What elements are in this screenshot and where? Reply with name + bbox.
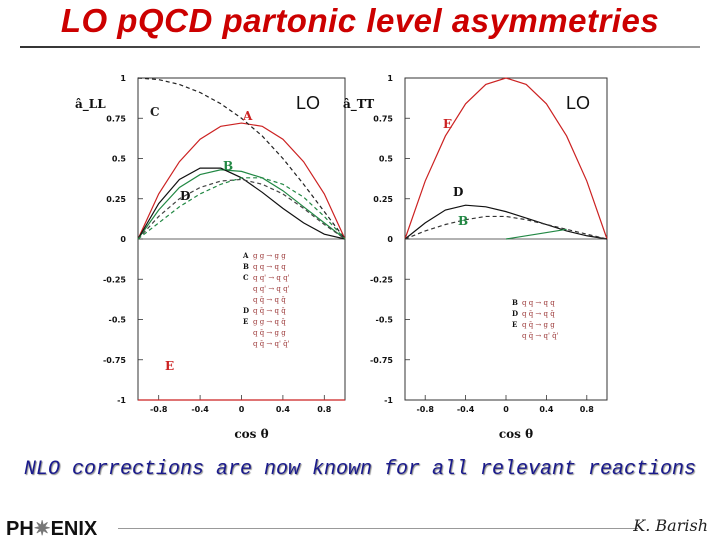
right-series-e — [404, 77, 608, 240]
right-curve-label-e: E — [443, 117, 452, 131]
left-series-b2 — [137, 177, 346, 240]
left-ytick-label: 0 — [120, 235, 126, 244]
left-series-b — [137, 169, 346, 240]
left-legend-entry: q q̄ → q q̄ — [253, 296, 286, 304]
left-xtick-label: -0.8 — [150, 405, 168, 414]
left-ytick-label: -0.75 — [103, 356, 126, 365]
right-curve-label-b: B — [458, 214, 468, 228]
left-legend-entry: q q' → q q' — [253, 274, 290, 282]
left-legend-key: E — [243, 317, 248, 326]
left-legend-entry: q q' → q q' — [253, 285, 290, 293]
left-x-axis-label: cos θ — [234, 427, 268, 441]
left-xtick-label: 0.8 — [317, 405, 332, 414]
left-legend-key: A — [242, 251, 249, 260]
right-legend-key: E — [512, 320, 517, 329]
left-curve-label-e: E — [165, 359, 174, 373]
right-xtick-label: -0.4 — [457, 405, 475, 414]
left-legend-entry: g g → g g — [253, 252, 286, 260]
left-series-a — [137, 122, 346, 240]
left-y-axis-label: â_LL — [75, 97, 106, 112]
right-legend-key: D — [512, 309, 518, 318]
right-ytick-label: -0.25 — [370, 275, 393, 284]
slide-title: LO pQCD partonic level asymmetries — [60, 2, 660, 39]
right-xtick-label: 0.4 — [539, 405, 554, 414]
right-legend-entry: q q̄ → q q̄ — [522, 310, 555, 318]
title-underline — [20, 46, 700, 48]
right-ytick-label: 0.5 — [379, 155, 394, 164]
left-series-d2 — [137, 178, 346, 240]
logo-star-icon: ✷ — [33, 518, 51, 540]
left-legend-entry: q q → q q — [253, 263, 286, 271]
right-ytick-label: -0.5 — [376, 316, 394, 325]
right-ytick-label: 1 — [387, 74, 393, 83]
right-curve-label-d: D — [453, 185, 463, 199]
right-legend-entry: q q̄ → g g — [522, 321, 555, 329]
phenix-logo: PH✷ENIX — [6, 516, 97, 541]
right-ytick-label: 0.75 — [373, 114, 393, 123]
right-x-axis-label: cos θ — [499, 427, 533, 441]
left-xtick-label: 0 — [239, 405, 245, 414]
right-legend-entry: q q̄ → q' q̄' — [522, 332, 559, 340]
left-lo-tag: LO — [296, 93, 320, 113]
left-ytick-label: 0.25 — [106, 195, 126, 204]
right-series-d — [404, 204, 608, 240]
right-y-axis-label: â_TT — [343, 97, 374, 112]
right-ytick-label: 0.25 — [373, 195, 393, 204]
right-series-b — [505, 228, 567, 240]
footer-caption: NLO corrections are now known for all re… — [23, 458, 697, 481]
left-legend-key: B — [243, 262, 249, 271]
left-xtick-label: 0.4 — [276, 405, 291, 414]
asymmetry-plots: 1 0.75 0.5 0.25 0 -0.25 -0.5 -0.75 -1 -0.8 -0.4 0 0.… — [75, 74, 608, 441]
right-ytick-label: -1 — [384, 396, 393, 405]
left-series-c — [137, 77, 346, 240]
left-xtick-label: -0.4 — [191, 405, 209, 414]
left-legend-entry: q q̄ → g g — [253, 329, 286, 337]
author-name: K. Barish — [633, 516, 708, 535]
left-curve-label-a: A — [242, 109, 253, 123]
logo-text-left: PH — [6, 518, 34, 540]
right-xtick-label: 0.8 — [580, 405, 595, 414]
right-legend-key: B — [512, 298, 518, 307]
left-ytick-label: 0.5 — [112, 155, 127, 164]
right-ytick-label: -0.75 — [370, 356, 393, 365]
left-ytick-label: 1 — [120, 74, 126, 83]
left-legend-key: D — [243, 306, 249, 315]
left-curve-label-c: C — [150, 105, 160, 119]
right-xtick-label: -0.8 — [416, 405, 434, 414]
left-ytick-label: -0.25 — [103, 275, 126, 284]
right-ytick-label: 0 — [387, 235, 393, 244]
left-ytick-label: 0.75 — [106, 114, 126, 123]
left-legend-key: C — [243, 273, 249, 282]
left-ytick-label: -0.5 — [109, 316, 127, 325]
logo-text-right: ENIX — [50, 518, 98, 540]
right-xtick-label: 0 — [503, 405, 509, 414]
footer-rule — [118, 528, 638, 529]
left-legend-entry: g g → q q̄ — [253, 318, 286, 326]
right-legend-entry: q q → q q — [522, 299, 555, 307]
right-series-d2 — [404, 215, 608, 240]
left-ytick-label: -1 — [117, 396, 126, 405]
left-legend-entry: q q̄ → q q̄ — [253, 307, 286, 315]
left-curve-label-d: D — [180, 189, 190, 203]
right-lo-tag: LO — [566, 93, 590, 113]
left-legend-entry: q q̄ → q' q̄' — [253, 340, 290, 348]
left-curve-label-b: B — [223, 159, 233, 173]
